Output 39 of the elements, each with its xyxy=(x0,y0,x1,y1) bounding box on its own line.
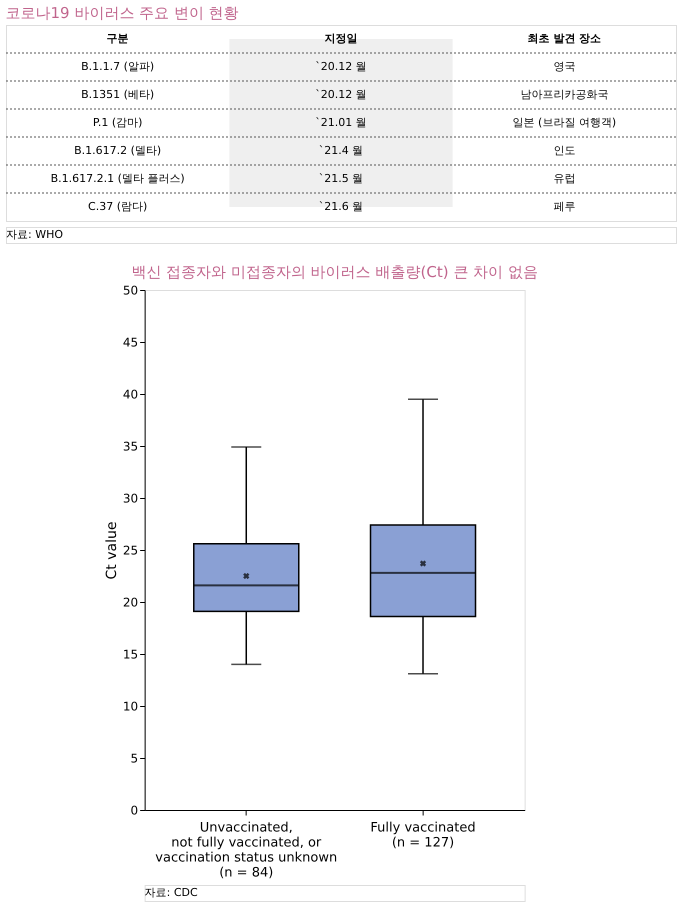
text: `21.4 월 xyxy=(318,144,364,157)
text: B.1351 (베타) xyxy=(81,88,154,101)
text: 인도 xyxy=(553,144,576,157)
text: `21.6 월 xyxy=(318,200,364,213)
text: C.37 (람다) xyxy=(88,200,148,213)
category-label: 지정일 xyxy=(324,32,358,45)
category-label: 최초 발견 장소 xyxy=(527,32,602,45)
y-tick-label: 5 xyxy=(130,752,138,766)
text: `20.12 월 xyxy=(315,60,367,73)
chart-title: 백신 접종자와 미접종자의 바이러스 배출량(Ct) 큰 차이 없음 xyxy=(131,263,538,281)
y-tick-label: 40 xyxy=(122,388,138,402)
text: `21.5 월 xyxy=(318,172,364,185)
text: 코로나19 바이러스 주요 변이 현황 xyxy=(6,4,239,22)
text: B.1.1.7 (알파) xyxy=(81,60,154,73)
text: `21.01 월 xyxy=(315,116,367,129)
text: 영국 xyxy=(553,60,576,73)
y-tick-label: 45 xyxy=(122,336,138,350)
text: 일본 (브라질 여행객) xyxy=(512,116,616,129)
y-tick-label: 25 xyxy=(122,544,138,558)
x-tick-label: Unvaccinated, not fully vaccinated, or vaccination status unknown (n = 84) xyxy=(155,820,338,880)
text: 자료: WHO xyxy=(6,228,64,241)
text: 자료: CDC xyxy=(144,886,198,899)
text: P.1 (감마) xyxy=(92,116,142,129)
y-tick-label: 35 xyxy=(122,440,138,454)
text: 페루 xyxy=(553,200,576,213)
x-tick-label: Fully vaccinated (n = 127) xyxy=(370,820,476,850)
text: B.1.617.2.1 (델타 플러스) xyxy=(50,172,185,185)
text: `20.12 월 xyxy=(315,88,367,101)
y-tick-label: 0 xyxy=(130,804,138,818)
y-tick-label: 15 xyxy=(122,648,138,662)
y-tick-label: 50 xyxy=(122,284,138,298)
category-label: 구분 xyxy=(106,32,129,45)
y-tick-label: 30 xyxy=(122,492,138,506)
y-tick-label: 20 xyxy=(122,596,138,610)
y-tick-label: 10 xyxy=(122,700,138,714)
y-axis-title: Ct value xyxy=(104,522,120,580)
text: B.1.617.2 (델타) xyxy=(74,144,162,157)
text: 유럽 xyxy=(553,172,576,185)
text: 남아프리카공화국 xyxy=(520,88,608,101)
